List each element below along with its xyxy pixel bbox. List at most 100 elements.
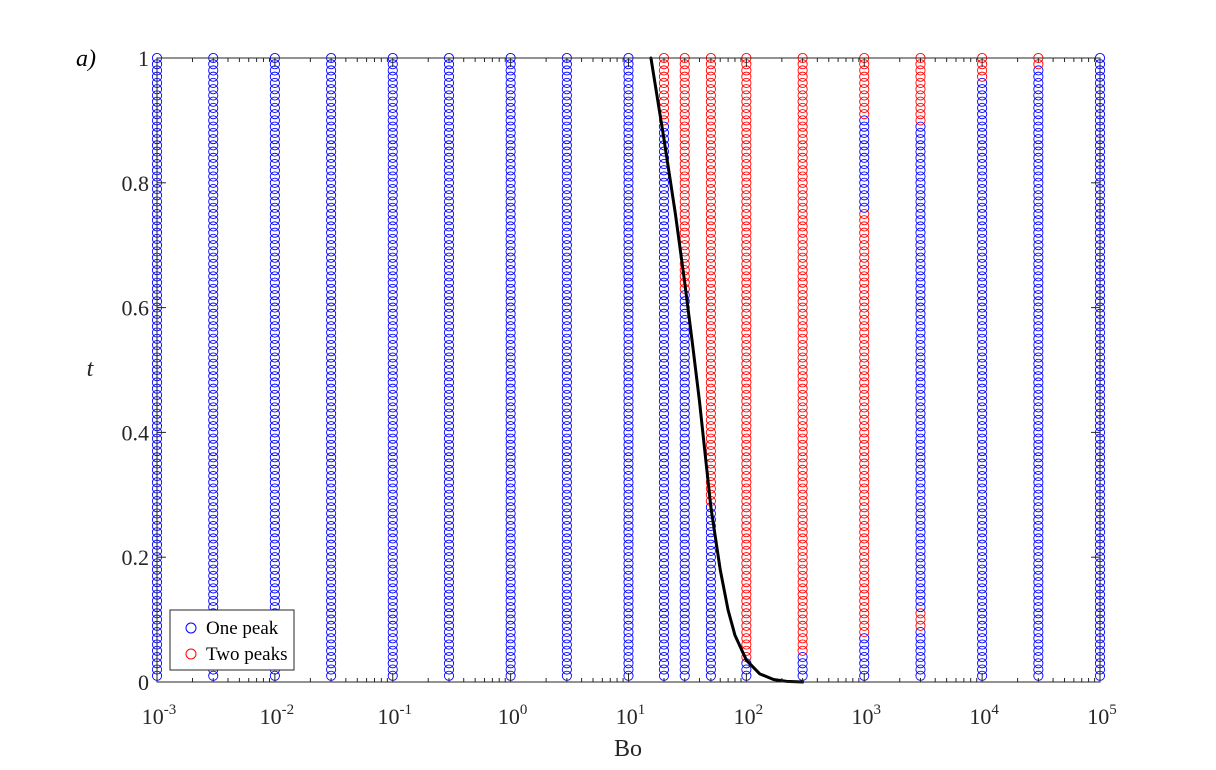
two-peaks-point (797, 84, 808, 95)
one-peak-point (1033, 77, 1044, 89)
one-peak-point (443, 258, 455, 269)
one-peak-point (623, 527, 634, 538)
two-peaks-point (705, 258, 716, 269)
one-peak-point (679, 527, 690, 538)
one-peak-point (326, 171, 337, 182)
one-peak-point (505, 396, 516, 407)
one-peak-point (443, 202, 455, 213)
one-peak-point (977, 564, 988, 575)
one-peak-point (977, 464, 988, 475)
two-peaks-point (859, 471, 870, 482)
two-peaks-point (859, 414, 870, 425)
two-peaks-point (797, 495, 808, 507)
one-peak-point (658, 240, 670, 251)
one-peak-point (623, 658, 634, 669)
one-peak-point (387, 489, 398, 500)
one-peak-point (658, 408, 670, 419)
two-peaks-point (741, 364, 752, 376)
one-peak-point (977, 246, 988, 257)
two-peaks-point (797, 383, 808, 394)
one-peak-point (326, 664, 337, 675)
two-peaks-point (705, 202, 716, 213)
two-peaks-point (859, 389, 870, 401)
one-peak-point (679, 533, 690, 544)
one-peak-point (326, 539, 337, 550)
one-peak-point (623, 109, 634, 120)
one-peak-point (269, 265, 280, 276)
two-peaks-point (797, 564, 808, 575)
one-peak-point (623, 265, 634, 276)
one-peak-point (505, 265, 516, 276)
one-peak-point (915, 271, 926, 282)
one-peak-point (561, 202, 572, 213)
one-peak-point (623, 495, 634, 507)
one-peak-point (443, 308, 455, 319)
one-peak-point (269, 502, 280, 513)
one-peak-point (505, 471, 516, 482)
two-peaks-point (859, 383, 870, 394)
two-peaks-point (797, 458, 808, 469)
one-peak-point (561, 109, 572, 120)
one-peak-point (208, 583, 219, 594)
two-peaks-point (797, 583, 808, 594)
one-peak-point (326, 396, 337, 407)
one-peak-point (208, 271, 219, 282)
one-peak-point (658, 315, 670, 326)
one-peak-point (387, 177, 398, 188)
one-peak-point (561, 651, 572, 663)
one-peak-point (326, 527, 337, 538)
one-peak-point (505, 109, 516, 120)
one-peak-point (387, 190, 398, 201)
one-peak-point (326, 558, 337, 569)
one-peak-point (387, 202, 398, 213)
one-peak-point (561, 658, 572, 669)
one-peak-point (658, 202, 670, 213)
two-peaks-point (679, 96, 690, 107)
one-peak-point (505, 377, 516, 388)
two-peaks-point (859, 396, 870, 407)
two-peaks-point (679, 177, 690, 188)
one-peak-point (1033, 620, 1044, 631)
one-peak-point (658, 339, 670, 351)
two-peaks-point (741, 589, 752, 600)
one-peak-point (658, 471, 670, 482)
one-peak-point (623, 408, 634, 419)
one-peak-point (658, 327, 670, 338)
one-peak-point (443, 283, 455, 294)
one-peak-point (326, 90, 337, 101)
one-peak-point (387, 327, 398, 338)
one-peak-point (658, 446, 670, 457)
two-peaks-point (705, 246, 716, 257)
one-peak-point (977, 208, 988, 220)
one-peak-point (387, 477, 398, 488)
one-peak-point (915, 483, 926, 494)
one-peak-point (561, 595, 572, 606)
one-peak-point (269, 333, 280, 344)
one-peak-point (326, 421, 337, 432)
one-peak-point (1033, 346, 1044, 357)
one-peak-point (679, 327, 690, 338)
one-peak-point (658, 514, 670, 525)
one-peak-point (326, 502, 337, 513)
two-peaks-point (679, 208, 690, 220)
one-peak-point (623, 346, 634, 357)
one-peak-point (658, 227, 670, 238)
two-peaks-point (705, 159, 716, 170)
one-peak-point (208, 202, 219, 213)
one-peak-point (443, 171, 455, 182)
y-tick-label: 1 (138, 46, 149, 71)
two-peaks-point (741, 202, 752, 213)
one-peak-point (505, 77, 516, 89)
two-peaks-point (797, 333, 808, 344)
one-peak-point (679, 464, 690, 475)
one-peak-point (1033, 246, 1044, 257)
one-peak-point (1033, 152, 1044, 163)
two-peaks-point (797, 402, 808, 413)
two-peaks-point (741, 627, 752, 638)
one-peak-point (623, 489, 634, 500)
two-peaks-point (679, 165, 690, 176)
one-peak-point (561, 371, 572, 382)
two-peaks-point (741, 377, 752, 388)
two-peaks-point (741, 177, 752, 188)
one-peak-point (623, 352, 634, 363)
